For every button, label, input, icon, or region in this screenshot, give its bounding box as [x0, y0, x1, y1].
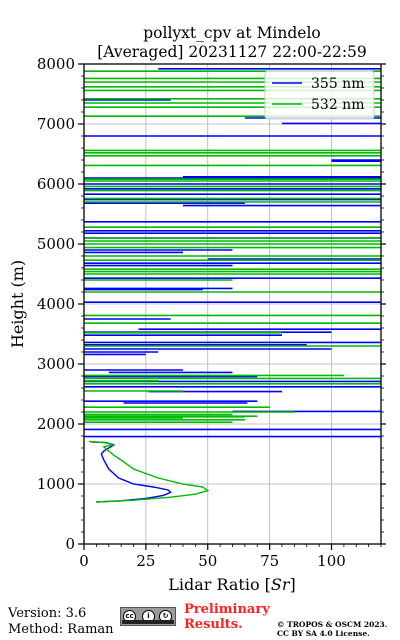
- series-355: [84, 68, 381, 503]
- x-tick-label: 100: [317, 552, 346, 570]
- series-area: [84, 68, 381, 503]
- copyright-notice: © TROPOS & OSCM 2023. CC BY SA 4.0 Licen…: [277, 620, 387, 638]
- y-tick-label: 7000: [37, 115, 75, 133]
- cc-badge-bar: [122, 620, 174, 624]
- legend: 355 nm 532 nm: [264, 70, 375, 120]
- series-532: [84, 70, 381, 503]
- y-tick-label: 4000: [37, 295, 75, 313]
- x-tick-label: 25: [136, 552, 155, 570]
- version-text: Version: 3.6: [8, 606, 87, 621]
- cc-license-badge: cc i ↻: [120, 607, 176, 626]
- legend-label-355: 355 nm: [311, 76, 364, 92]
- lidar-ratio-chart: pollyxt_cpv at Mindelo [Averaged] 202311…: [8, 24, 386, 594]
- series-355-profile-line: [91, 441, 172, 503]
- preliminary-line2: Results.: [184, 617, 243, 632]
- preliminary-notice: Preliminary Results.: [184, 602, 270, 632]
- x-axis-label: Lidar Ratio [Sr]: [168, 575, 296, 594]
- legend-label-532: 532 nm: [311, 97, 364, 113]
- y-tick-label: 3000: [37, 355, 75, 373]
- y-tick-label: 0: [65, 535, 75, 553]
- axis-ticks: 0 25 50 75 100010002000300040005000600070008…: [37, 55, 386, 570]
- y-tick-label: 5000: [37, 235, 75, 253]
- x-tick-label: 75: [260, 552, 279, 570]
- preliminary-line1: Preliminary: [184, 602, 270, 617]
- copyright-line1: © TROPOS & OSCM 2023.: [277, 620, 388, 629]
- y-tick-label: 1000: [37, 475, 75, 493]
- y-tick-label: 2000: [37, 415, 75, 433]
- footer-info: Version: 3.6 Method: Raman: [8, 606, 114, 638]
- copyright-line2: CC BY SA 4.0 License.: [277, 629, 370, 638]
- y-axis-label: Height (m): [8, 260, 27, 348]
- y-tick-label: 8000: [37, 55, 75, 73]
- series-532-profile-line: [88, 440, 210, 503]
- y-tick-label: 6000: [37, 175, 75, 193]
- chart-title-line1: pollyxt_cpv at Mindelo: [143, 24, 321, 42]
- chart-title-line2: [Averaged] 20231127 22:00-22:59: [97, 43, 367, 61]
- method-text: Method: Raman: [8, 622, 114, 637]
- x-tick-label: 50: [198, 552, 217, 570]
- x-tick-label: 0: [79, 552, 89, 570]
